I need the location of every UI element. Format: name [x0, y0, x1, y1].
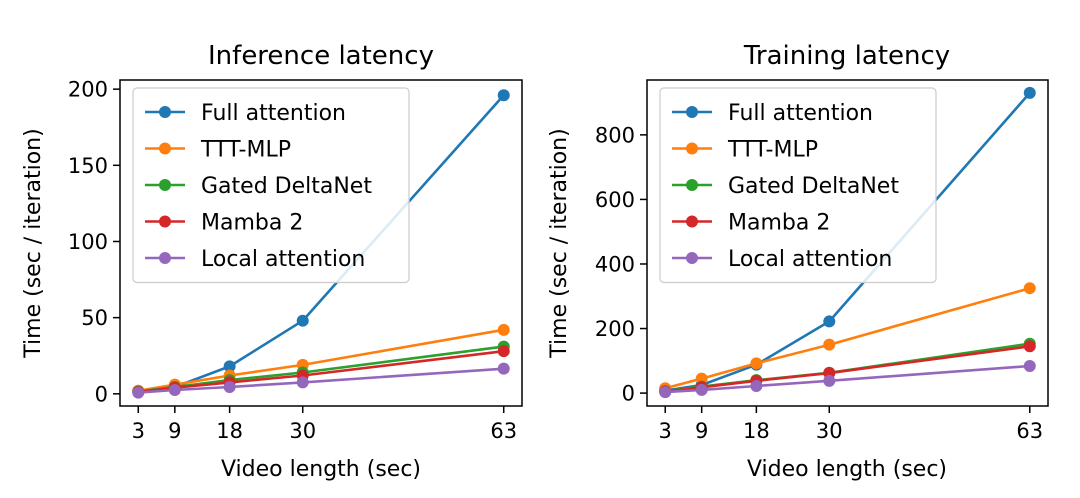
chart1-series-1-point-4	[497, 323, 510, 336]
chart2-xtick-label-4: 63	[1016, 419, 1043, 443]
chart1-legend-label-0: Full attention	[201, 101, 346, 126]
chart2-legend-label-2: Gated DeltaNet	[728, 174, 899, 199]
chart1-legend-marker-3	[159, 215, 171, 228]
chart2-series-3-point-4	[1023, 340, 1036, 353]
chart2-legend-label-4: Local attention	[728, 247, 892, 272]
chart2-xlabel: Video length (sec)	[747, 457, 947, 482]
chart2-series-4-point-3	[823, 374, 836, 387]
chart2-xtick-label-1: 9	[695, 419, 708, 443]
chart2-xtick-label-2: 18	[743, 419, 770, 443]
chart2-series-4-point-4	[1023, 359, 1036, 372]
chart1-frame	[119, 79, 523, 407]
chart2-legend-marker-1	[686, 142, 698, 155]
chart1-legend-label-3: Mamba 2	[201, 211, 303, 236]
chart2-legend-marker-0	[686, 106, 698, 118]
chart1-legend: Full attention TTT-MLP Gated DeltaNet Mamba…	[132, 87, 410, 284]
chart2-legend-label-3: Mamba 2	[728, 211, 830, 236]
chart2-xtick-label-0: 3	[659, 419, 672, 443]
chart2: Training latency 3 9 18 30 63 0 200 400 600 800 Vid…	[547, 41, 1049, 482]
chart1-legend-marker-0	[159, 106, 171, 118]
chart2-legend: Full attention TTT-MLP Gated DeltaNet Mamba…	[659, 87, 937, 284]
chart2-series-1-point-4	[1023, 282, 1036, 295]
chart1-legend-marker-1	[159, 142, 171, 155]
chart1-ytick-label-1: 50	[81, 306, 108, 330]
chart1-legend-label-4: Local attention	[201, 247, 365, 272]
chart1-ylabel: Time (sec / iteration)	[21, 128, 46, 358]
chart1-xtick-label-1: 9	[168, 419, 181, 443]
chart2-legend-label-0: Full attention	[728, 101, 873, 126]
chart1-series-0-point-2	[223, 360, 236, 373]
chart1-title: Inference latency	[208, 41, 434, 71]
chart1-xtick-label-2: 18	[216, 419, 243, 443]
chart1-series-4-point-0	[132, 386, 145, 399]
chart2-series-4-point-0	[659, 386, 672, 399]
chart1-xtick-label-0: 3	[132, 419, 145, 443]
chart2-series-4-point-2	[750, 379, 763, 392]
chart1-legend-label-1: TTT-MLP	[200, 138, 291, 163]
chart1-ytick-label-4: 200	[68, 78, 108, 102]
chart2-ytick-label-0: 0	[622, 382, 635, 406]
chart1-series-4-point-3	[296, 376, 309, 389]
chart2-ytick-label-1: 200	[595, 317, 635, 341]
chart2-series-0-point-3	[823, 315, 836, 328]
chart1-legend-label-2: Gated DeltaNet	[201, 174, 372, 199]
chart2-ytick-label-3: 600	[595, 188, 635, 212]
chart1-series-0-point-3	[296, 314, 309, 327]
chart2-legend-label-1: TTT-MLP	[727, 138, 818, 163]
chart1-legend-marker-4	[159, 252, 171, 264]
chart1-ytick-label-2: 100	[68, 230, 108, 254]
chart2-series-0-point-4	[1023, 86, 1036, 99]
chart1-series-4-point-4	[497, 362, 510, 375]
chart2-legend-marker-2	[686, 179, 698, 191]
chart1-series-4-point-2	[223, 380, 236, 393]
chart2-legend-marker-4	[686, 252, 698, 264]
chart2-series-1-point-3	[823, 338, 836, 351]
chart2-legend-box	[659, 87, 937, 284]
chart2-ylabel: Time (sec / iteration)	[547, 128, 572, 358]
chart1: Inference latency 3 9 18 30 63 0 50 100 150 200 Vid…	[21, 41, 523, 482]
chart2-series-line-1	[664, 286, 1031, 390]
chart2-ytick-label-2: 400	[595, 252, 635, 276]
chart1-series-0-point-4	[497, 89, 510, 102]
chart2-ytick-label-4: 800	[595, 123, 635, 147]
chart1-xlabel: Video length (sec)	[221, 457, 421, 482]
chart2-legend-marker-3	[686, 215, 698, 228]
chart1-legend-marker-2	[159, 179, 171, 191]
chart2-title: Training latency	[743, 41, 950, 71]
chart2-xtick-label-3: 30	[816, 419, 843, 443]
chart2-series-4-point-1	[695, 383, 708, 396]
chart1-series-3-point-4	[497, 345, 510, 358]
chart2-frame	[646, 79, 1049, 407]
chart1-xtick-label-4: 63	[490, 419, 517, 443]
chart1-ytick-label-0: 0	[95, 382, 108, 406]
chart2-series-1-point-2	[750, 357, 763, 370]
chart1-legend-box	[132, 87, 410, 284]
chart1-xtick-label-3: 30	[289, 419, 316, 443]
chart1-ytick-label-3: 150	[68, 154, 108, 178]
chart1-series-4-point-1	[168, 384, 181, 397]
